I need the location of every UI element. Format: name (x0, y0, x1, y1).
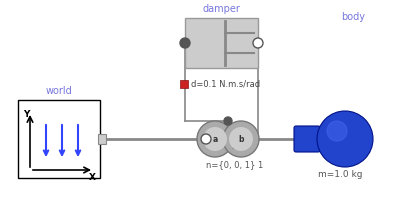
Text: rev: rev (231, 142, 246, 151)
Text: damper: damper (202, 4, 240, 14)
Bar (98, 134, 106, 144)
Text: body: body (341, 12, 365, 22)
Circle shape (197, 121, 233, 157)
FancyBboxPatch shape (294, 126, 320, 152)
Bar (180, 80, 188, 88)
Circle shape (201, 134, 211, 144)
Circle shape (229, 127, 253, 151)
Text: a: a (212, 134, 218, 144)
Text: Y: Y (23, 110, 29, 119)
Text: b: b (238, 134, 244, 144)
Circle shape (180, 38, 190, 48)
Text: world: world (46, 86, 72, 96)
Text: m=1.0 kg: m=1.0 kg (318, 170, 362, 179)
Circle shape (203, 127, 227, 151)
Circle shape (224, 117, 232, 125)
Circle shape (317, 111, 373, 167)
Circle shape (253, 38, 263, 48)
Text: d=0.1 N.m.s/rad: d=0.1 N.m.s/rad (191, 79, 260, 88)
Text: X: X (88, 173, 96, 182)
Bar (185, 18, 258, 68)
Bar (18, 100, 100, 178)
Text: n={0, 0, 1} 1: n={0, 0, 1} 1 (206, 160, 263, 169)
Circle shape (327, 121, 347, 141)
Circle shape (223, 121, 259, 157)
